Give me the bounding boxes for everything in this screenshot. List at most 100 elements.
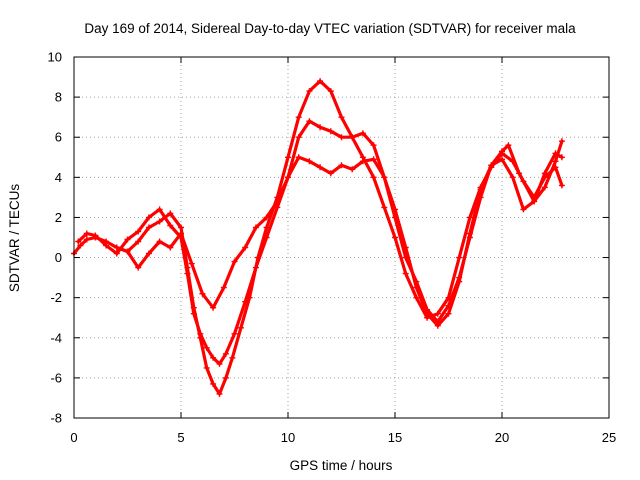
series-sat-track-c — [113, 150, 565, 329]
data-point-marker — [402, 244, 409, 251]
data-point-marker — [145, 250, 152, 257]
data-point-marker — [338, 114, 345, 121]
data-point-marker — [156, 238, 163, 245]
y-tick-label: -4 — [50, 330, 62, 345]
data-point-marker — [222, 350, 229, 357]
grid-lines — [74, 57, 609, 418]
data-point-marker — [252, 224, 259, 231]
data-point-marker — [317, 78, 324, 85]
chart-title: Day 169 of 2014, Sidereal Day-to-day VTE… — [84, 21, 576, 36]
data-point-marker — [392, 206, 398, 213]
data-point-marker — [392, 234, 398, 241]
data-point-marker — [306, 88, 313, 95]
data-point-marker — [370, 174, 377, 181]
data-point-marker — [285, 154, 291, 161]
data-point-marker — [466, 214, 473, 221]
data-point-marker — [424, 310, 431, 317]
data-point-marker — [242, 298, 249, 305]
y-axis-title: SDTVAR / TECUs — [7, 184, 22, 293]
data-point-marker — [456, 278, 463, 285]
data-point-marker — [222, 374, 229, 381]
data-point-marker — [413, 294, 420, 301]
data-point-marker — [541, 184, 548, 191]
y-tick-labels: -8 -6 -4 -2 0 2 4 6 8 10 — [48, 50, 62, 426]
y-tick-label: 4 — [55, 170, 62, 185]
data-point-marker — [295, 134, 302, 141]
data-point-marker — [516, 170, 523, 177]
data-point-marker — [558, 138, 565, 145]
data-point-marker — [156, 218, 163, 225]
data-point-marker — [338, 162, 345, 169]
data-point-marker — [338, 134, 345, 141]
data-point-marker — [75, 238, 82, 245]
data-point-marker — [188, 260, 195, 267]
data-point-marker — [103, 242, 110, 249]
data-point-marker — [229, 354, 236, 361]
data-point-marker — [552, 150, 559, 157]
data-point-marker — [216, 390, 223, 397]
data-point-marker — [509, 174, 516, 181]
data-point-marker — [199, 290, 206, 297]
data-point-marker — [203, 364, 210, 371]
x-tick-labels: 0 5 10 15 20 25 — [70, 430, 616, 445]
data-point-marker — [520, 206, 527, 213]
data-point-marker — [231, 258, 238, 265]
data-point-marker — [237, 324, 244, 331]
data-point-marker — [359, 130, 366, 137]
data-point-marker — [327, 88, 334, 95]
data-point-marker — [178, 224, 184, 231]
data-point-marker — [552, 158, 559, 165]
data-point-marker — [499, 156, 505, 163]
data-point-marker — [113, 250, 120, 257]
data-point-marker — [505, 142, 512, 149]
data-point-marker — [184, 270, 191, 277]
data-point-marker — [434, 322, 441, 329]
data-point-marker — [285, 174, 291, 181]
data-point-marker — [306, 118, 313, 125]
x-tick-label: 20 — [495, 430, 509, 445]
data-point-marker — [135, 264, 142, 271]
data-point-marker — [145, 214, 152, 221]
data-point-marker — [263, 214, 270, 221]
data-point-marker — [295, 154, 302, 161]
data-point-marker — [83, 236, 90, 243]
data-point-marker — [466, 230, 473, 237]
data-point-marker — [499, 148, 505, 155]
data-point-marker — [370, 142, 377, 149]
data-point-marker — [135, 238, 142, 245]
data-point-marker — [167, 244, 174, 251]
data-point-marker — [381, 174, 388, 181]
data-point-marker — [413, 284, 420, 291]
y-tick-label: -2 — [50, 290, 62, 305]
data-point-marker — [197, 330, 204, 337]
series-sat-track-b — [75, 118, 565, 367]
y-tick-label: 8 — [55, 90, 62, 105]
data-point-marker — [359, 158, 366, 165]
x-tick-label: 5 — [177, 430, 184, 445]
data-point-marker — [113, 244, 120, 251]
data-point-marker — [445, 310, 452, 317]
data-point-marker — [370, 156, 377, 163]
data-point-marker — [477, 186, 484, 193]
data-point-marker — [83, 230, 90, 237]
data-point-marker — [210, 380, 217, 387]
data-point-marker — [252, 264, 259, 271]
data-series-layer — [71, 78, 565, 397]
data-point-marker — [124, 248, 131, 255]
data-point-marker — [434, 310, 441, 317]
data-point-marker — [381, 204, 388, 211]
data-point-marker — [216, 360, 223, 367]
data-point-marker — [145, 224, 152, 231]
x-axis-title: GPS time / hours — [290, 458, 393, 473]
data-point-marker — [210, 304, 217, 311]
y-tick-label: 10 — [48, 50, 62, 65]
data-point-marker — [77, 242, 84, 249]
data-point-marker — [135, 228, 142, 235]
data-point-marker — [317, 164, 324, 171]
data-point-marker — [456, 254, 463, 261]
data-point-marker — [349, 134, 356, 141]
x-tick-label: 10 — [281, 430, 295, 445]
data-point-marker — [327, 128, 334, 135]
data-point-marker — [317, 124, 324, 131]
